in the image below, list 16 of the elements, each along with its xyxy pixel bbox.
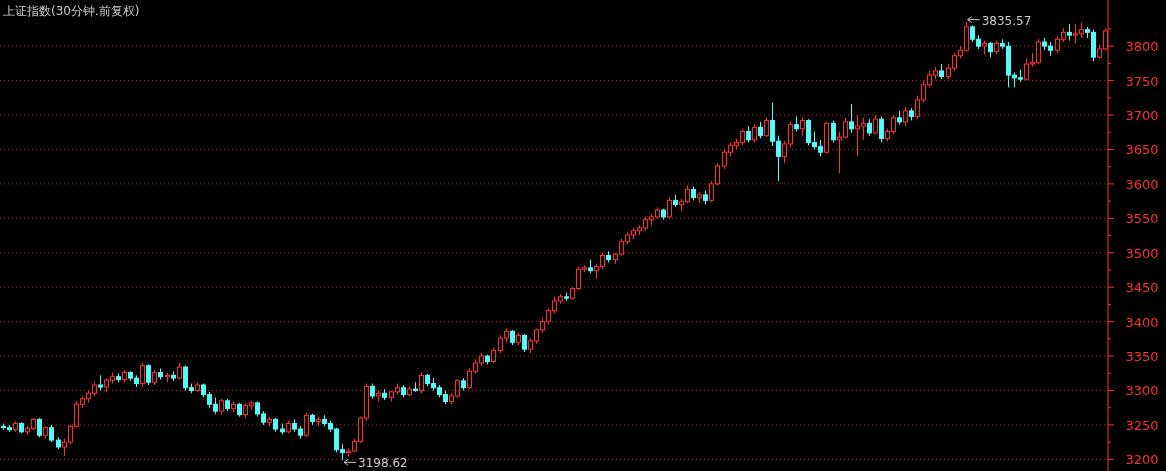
y-tick-label: 3750 [1125,73,1159,89]
y-tick-label: 3200 [1125,452,1159,468]
y-tick-label: 3800 [1125,39,1159,55]
y-tick-label: 3700 [1125,108,1159,124]
y-tick-label: 3450 [1125,280,1159,296]
y-tick-label: 3400 [1125,314,1159,330]
chart-title: 上证指数(30分钟.前复权) [3,4,140,18]
annotation: 3198.62 [358,456,408,471]
y-tick-label: 3500 [1125,245,1159,261]
y-tick-label: 3250 [1125,417,1159,433]
y-tick-label: 3350 [1125,349,1159,365]
y-tick-label: 3600 [1125,176,1159,192]
y-tick-label: 3550 [1125,211,1159,227]
y-tick-label: 3650 [1125,142,1159,158]
y-tick-label: 3300 [1125,383,1159,399]
annotation: 3835.57 [981,13,1032,28]
